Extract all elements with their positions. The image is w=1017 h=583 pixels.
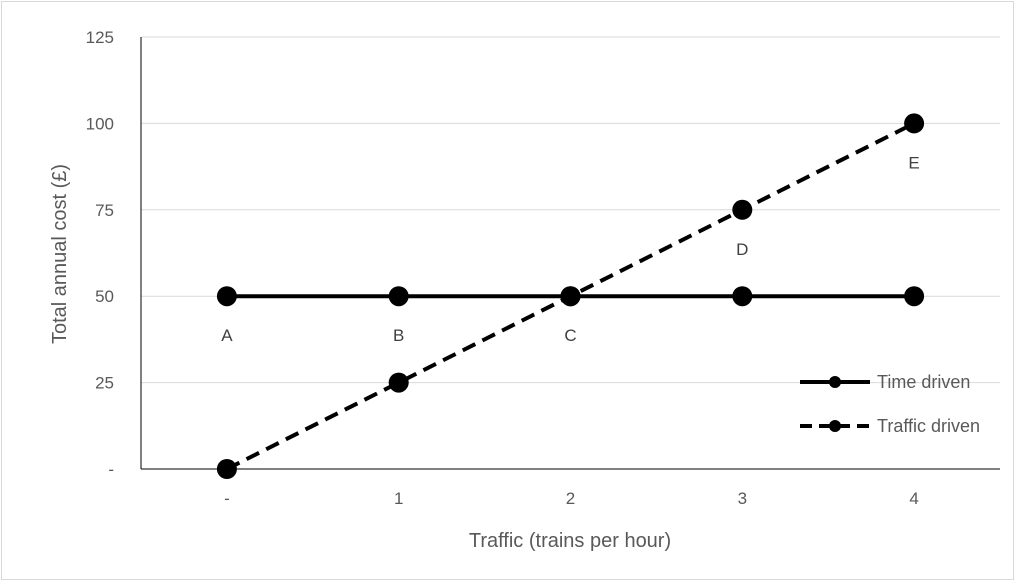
data-point-time-driven [388,286,409,307]
legend-item-time-driven: Time driven [800,372,970,392]
axes [140,37,1000,470]
y-tick-label: - [108,460,114,479]
legend: Time driven Traffic driven [800,372,980,436]
data-point-traffic-driven [388,372,409,393]
series [216,113,925,479]
legend-item-traffic-driven: Traffic driven [800,416,980,436]
legend-marker-traffic-driven [829,420,841,432]
data-point-traffic-driven [216,459,237,479]
point-label-e: E [908,153,919,172]
y-axis-title: Total annual cost (£) [49,164,71,344]
point-label-b: B [393,326,404,345]
x-tick-label: 1 [394,489,403,508]
y-tick-label: 75 [95,201,114,220]
point-label-a: A [221,326,233,345]
y-tick-labels: - 25 50 75 100 125 [86,28,114,479]
y-tick-label: 125 [86,28,114,47]
y-tick-label: 50 [95,287,114,306]
point-label-d: D [736,240,748,259]
data-point-time-driven [216,286,237,307]
legend-label-time-driven: Time driven [877,372,970,392]
legend-marker-time-driven [829,376,841,388]
x-tick-labels: - 1 2 3 4 [224,489,919,508]
data-point-traffic-driven [904,113,925,134]
x-tick-label: 3 [738,489,747,508]
x-axis-title: Traffic (trains per hour) [469,530,671,552]
data-point-traffic-driven [560,286,581,307]
data-point-time-driven [904,286,925,307]
y-tick-label: 100 [86,114,114,133]
data-point-traffic-driven [732,199,753,220]
legend-label-traffic-driven: Traffic driven [877,416,980,436]
data-point-time-driven [732,286,753,307]
x-tick-label: - [224,489,230,508]
y-tick-label: 25 [95,374,114,393]
x-tick-label: 2 [566,489,575,508]
x-tick-label: 4 [909,489,918,508]
point-label-c: C [564,326,576,345]
point-labels: A B C D E [221,153,920,345]
